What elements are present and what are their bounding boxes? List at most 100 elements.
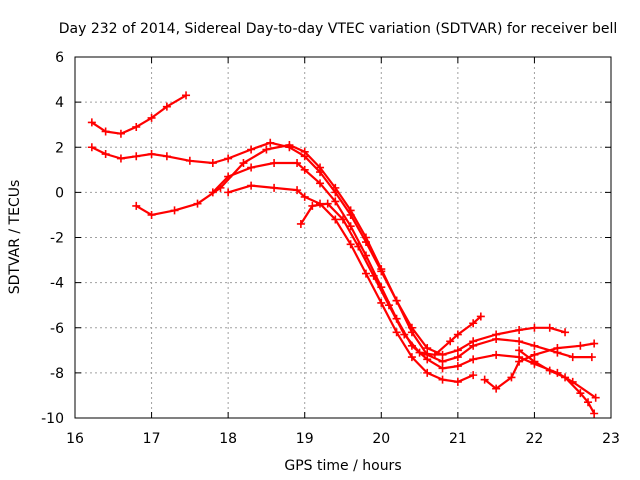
data-point (239, 159, 248, 168)
data-point (384, 301, 393, 310)
data-point (492, 350, 501, 359)
data-point (147, 113, 156, 122)
chart-title: Day 232 of 2014, Sidereal Day-to-day VTE… (59, 21, 618, 37)
data-point (132, 122, 141, 131)
data-point (293, 159, 302, 168)
data-point (132, 201, 141, 210)
data-point (316, 179, 325, 188)
data-point (116, 129, 125, 138)
x-tick-label: 19 (296, 431, 314, 447)
series-track-8 (515, 346, 599, 418)
x-tick-label: 16 (66, 431, 84, 447)
data-point (331, 183, 340, 192)
data-series (87, 91, 600, 418)
data-point (116, 154, 125, 163)
data-point (438, 364, 447, 373)
series-line (211, 161, 597, 399)
data-point (407, 353, 416, 362)
data-point (331, 215, 340, 224)
data-point (530, 357, 539, 366)
data-point (446, 337, 455, 346)
data-point (576, 341, 585, 350)
data-point (87, 143, 96, 152)
series-track-5 (224, 181, 478, 386)
data-point (423, 368, 432, 377)
series-line (517, 349, 596, 415)
data-point (182, 91, 191, 100)
data-point (377, 298, 386, 307)
data-point (392, 328, 401, 337)
data-point (590, 339, 599, 348)
y-tick-label: 0 (55, 185, 64, 201)
data-point (530, 341, 539, 350)
data-point (515, 346, 524, 355)
x-tick-label: 18 (219, 431, 237, 447)
data-point (438, 350, 447, 359)
series-line (227, 184, 475, 383)
data-point (262, 145, 271, 154)
series-track-3 (132, 140, 570, 359)
data-point (561, 328, 570, 337)
data-point (507, 373, 516, 382)
series-line (135, 143, 567, 356)
y-tick-label: -6 (50, 321, 64, 337)
data-point (377, 265, 386, 274)
data-point (270, 159, 279, 168)
data-point (247, 163, 256, 172)
data-point (469, 355, 478, 364)
data-point (561, 373, 570, 382)
data-point (400, 330, 409, 339)
data-point (469, 319, 478, 328)
data-point (587, 353, 596, 362)
data-point (438, 375, 447, 384)
series-track-1 (87, 91, 191, 138)
data-point (87, 118, 96, 127)
y-tick-label: -4 (50, 276, 64, 292)
data-point (453, 362, 462, 371)
data-point (247, 145, 256, 154)
x-tick-label: 20 (372, 431, 390, 447)
data-point (492, 330, 501, 339)
data-point (545, 323, 554, 332)
data-point (308, 201, 317, 210)
data-point (453, 346, 462, 355)
data-point (101, 150, 110, 159)
data-point (266, 138, 275, 147)
data-point (584, 398, 593, 407)
data-point (591, 393, 600, 402)
data-point (415, 348, 424, 357)
data-point (392, 296, 401, 305)
data-point (480, 375, 489, 384)
series-line (90, 141, 594, 363)
data-point (224, 154, 233, 163)
data-point (469, 337, 478, 346)
data-point (430, 350, 439, 359)
data-point (101, 127, 110, 136)
y-tick-label: -2 (50, 231, 64, 247)
data-point (147, 210, 156, 219)
data-point (132, 152, 141, 161)
data-point (515, 357, 524, 366)
x-axis-label: GPS time / hours (284, 458, 401, 474)
data-point (208, 159, 217, 168)
data-point (453, 330, 462, 339)
data-point (423, 355, 432, 364)
x-tick-label: 17 (143, 431, 161, 447)
data-point (185, 156, 194, 165)
data-point (469, 371, 478, 380)
x-tick-label: 23 (602, 431, 620, 447)
data-point (224, 188, 233, 197)
data-point (300, 165, 309, 174)
data-point (331, 197, 340, 206)
data-point (270, 183, 279, 192)
data-point (170, 206, 179, 215)
y-tick-label: 4 (55, 95, 64, 111)
data-point (453, 353, 462, 362)
data-point (492, 384, 501, 393)
data-point (323, 199, 332, 208)
data-point (590, 409, 599, 418)
y-tick-label: -10 (41, 411, 64, 427)
y-tick-label: 6 (55, 50, 64, 66)
data-point (361, 233, 370, 242)
data-point (576, 389, 585, 398)
